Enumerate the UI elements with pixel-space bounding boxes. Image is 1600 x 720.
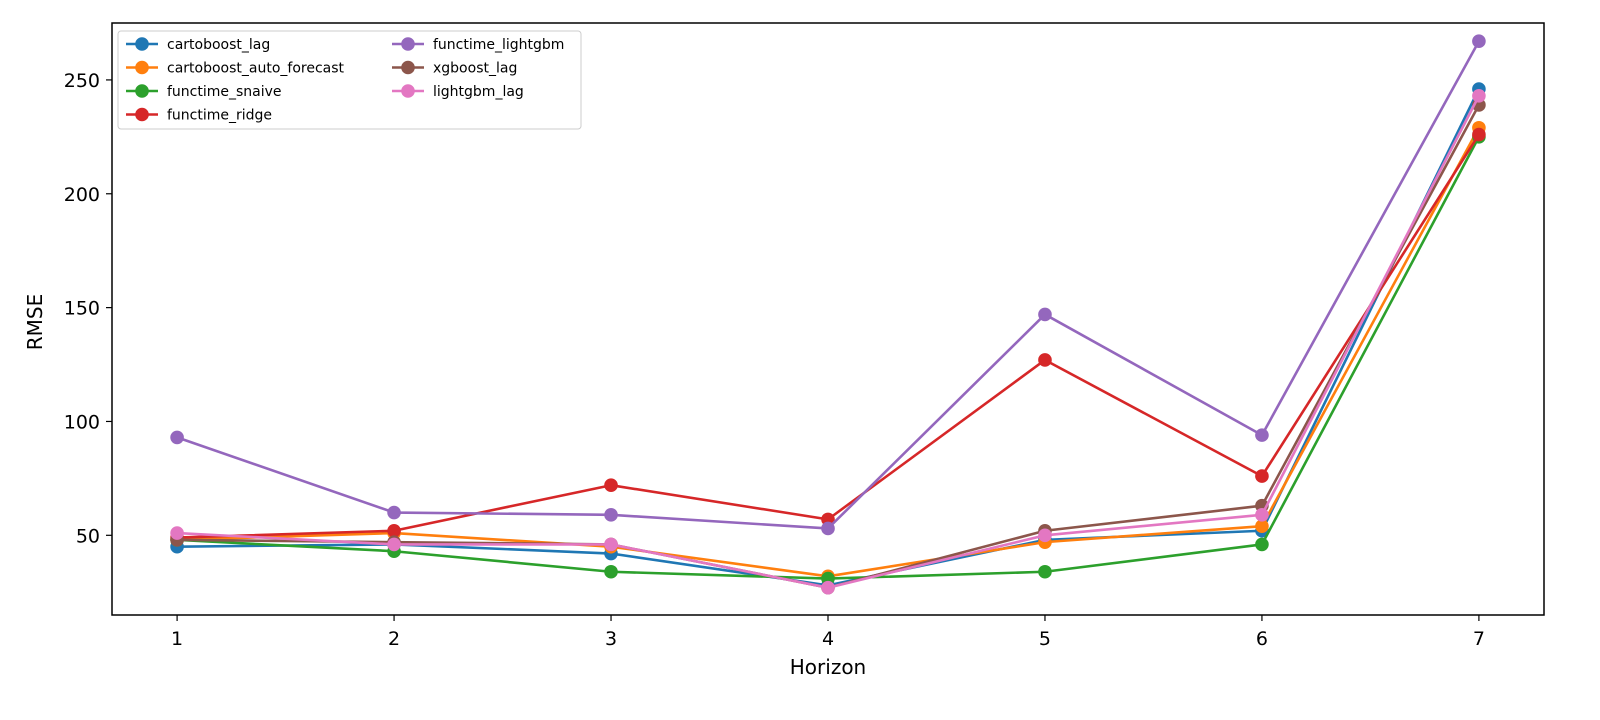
legend-label: functime_ridge [167,108,272,124]
x-tick-label: 1 [171,628,183,650]
legend-label: cartoboost_lag [167,37,270,53]
legend-item-cartoboost_lag: cartoboost_lag [126,37,270,53]
y-tick-label: 200 [64,184,100,206]
y-tick-label: 50 [76,525,100,547]
legend-label: lightgbm_lag [433,84,524,100]
data-point-functime_lightgbm-6 [1255,428,1269,442]
data-point-lightgbm_lag-1 [170,526,184,540]
x-tick-label: 7 [1473,628,1485,650]
legend-swatch-marker [401,60,415,75]
data-point-functime_snaive-6 [1255,537,1269,552]
series-line-functime_ridge [177,133,1481,539]
y-axis-label: RMSE [23,294,47,350]
legend-swatch-marker [135,60,149,75]
y-tick-label: 250 [64,70,100,92]
legend: cartoboost_lagcartoboost_auto_forecastfu… [117,30,582,130]
series-line-cartoboost_lag [177,88,1481,587]
series-line-functime_snaive [177,136,1481,580]
x-tick-label: 6 [1256,628,1268,650]
data-point-functime_lightgbm-4 [821,521,835,536]
legend-swatch-marker [135,84,149,98]
series-lightgbm_lag [170,89,1486,595]
data-point-functime_lightgbm-3 [604,508,618,522]
data-point-functime_ridge-6 [1255,469,1269,483]
plot-layer [170,34,1486,595]
legend-item-functime_ridge: functime_ridge [126,108,272,124]
legend-label: functime_lightgbm [433,37,564,53]
legend-swatch-marker [135,107,149,122]
data-point-lightgbm_lag-3 [604,537,618,552]
legend-label: cartoboost_auto_forecast [167,61,345,77]
x-tick-label: 4 [822,628,834,650]
legend-label: xgboost_lag [433,61,517,77]
x-tick-label: 2 [388,628,400,650]
data-point-functime_lightgbm-2 [387,505,401,520]
series-line-cartoboost_auto_forecast [177,127,1481,578]
data-point-functime_snaive-5 [1038,564,1052,579]
data-point-functime_snaive-3 [604,564,618,579]
data-point-functime_lightgbm-7 [1472,34,1486,49]
data-point-functime_ridge-5 [1038,353,1052,367]
data-point-lightgbm_lag-2 [387,537,401,552]
legend-swatch-marker [401,37,415,51]
data-point-functime_ridge-2 [387,523,401,538]
legend-item-functime_lightgbm: functime_lightgbm [392,37,564,53]
data-point-functime_ridge-3 [604,478,618,493]
data-point-functime_lightgbm-5 [1038,307,1052,322]
x-axis-ticks: 1 2 3 4 5 6 7 [171,615,1485,650]
data-point-lightgbm_lag-5 [1038,528,1052,543]
legend-swatch-marker [401,84,415,98]
series-functime_lightgbm [170,34,1486,536]
y-tick-label: 150 [64,298,100,320]
y-axis-ticks: 50 100 150 200 250 [64,70,112,547]
data-point-functime_lightgbm-1 [170,430,184,445]
data-point-lightgbm_lag-6 [1255,508,1269,522]
legend-frame [117,30,582,130]
data-point-functime_ridge-7 [1472,127,1486,142]
data-point-lightgbm_lag-7 [1472,89,1486,103]
data-point-lightgbm_lag-4 [821,580,835,595]
x-axis-label: Horizon [790,655,866,679]
legend-item-lightgbm_lag: lightgbm_lag [392,84,524,100]
x-tick-label: 3 [605,628,617,650]
legend-item-cartoboost_auto_forecast: cartoboost_auto_forecast [126,61,345,77]
y-tick-label: 100 [64,411,100,433]
legend-swatch-marker [135,37,149,51]
x-tick-label: 5 [1039,628,1051,650]
legend-item-xgboost_lag: xgboost_lag [392,61,517,77]
legend-label: functime_snaive [167,84,282,100]
data-point-cartoboost_auto_forecast-6 [1255,519,1269,533]
series-functime_ridge [170,127,1486,545]
legend-item-functime_snaive: functime_snaive [126,84,282,100]
